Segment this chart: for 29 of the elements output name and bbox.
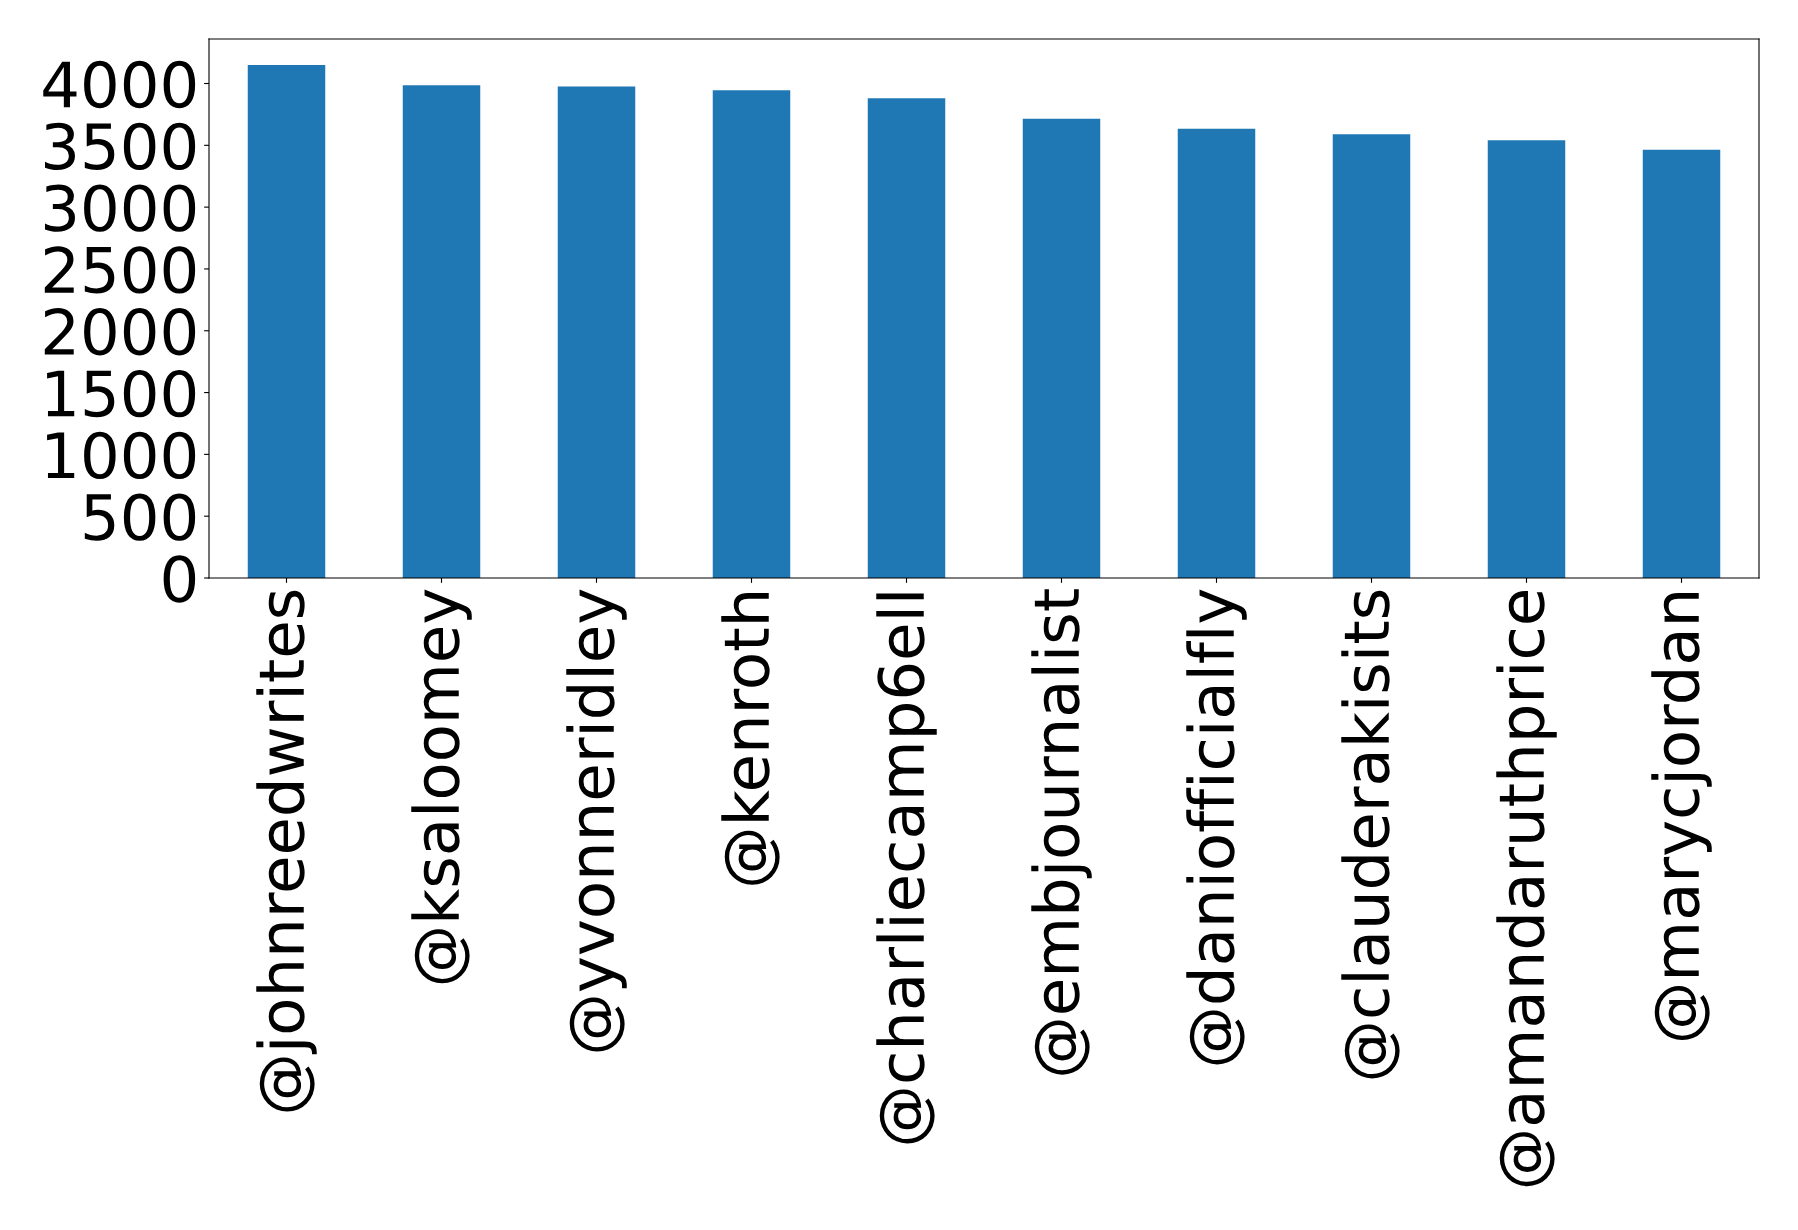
x-tick-label: @embjournalist — [1031, 589, 1092, 1075]
x-tick-label: @johnreedwrites — [256, 590, 317, 1112]
x-tick-label: @yvonneridley — [566, 589, 627, 1052]
y-tick-label: 4000 — [43, 60, 196, 109]
y-tick-label: 2000 — [44, 308, 196, 356]
y-tick-label: 3500 — [44, 122, 196, 170]
bar — [1487, 140, 1566, 578]
y-tick-label: 3000 — [44, 184, 196, 232]
y-tick-label: 500 — [84, 493, 196, 541]
y-tick-label: 1000 — [47, 431, 196, 480]
x-tick-label: @marycjordan — [1651, 593, 1712, 1041]
bar — [557, 86, 636, 578]
y-tick-label: 0 — [163, 555, 196, 603]
x-tick-label: @kenroth — [721, 593, 780, 885]
x-tick-label: @charliecamp6ell — [876, 593, 937, 1144]
x-tick-label: @daniofficialfly — [1186, 589, 1247, 1065]
x-tick-label: @clauderakisits — [1341, 590, 1400, 1079]
bar — [712, 90, 791, 578]
bar — [867, 98, 946, 578]
y-tick-label: 2500 — [44, 246, 196, 294]
y-tick-label: 1500 — [47, 369, 196, 418]
bar — [247, 64, 326, 578]
bar — [1177, 128, 1256, 578]
x-tick-label: @amandaruthprice — [1496, 591, 1557, 1187]
bar — [1642, 149, 1721, 578]
bar — [1332, 134, 1411, 578]
x-tick-label: @ksaloomey — [411, 589, 472, 984]
bar — [402, 85, 481, 578]
bar — [1022, 118, 1101, 578]
